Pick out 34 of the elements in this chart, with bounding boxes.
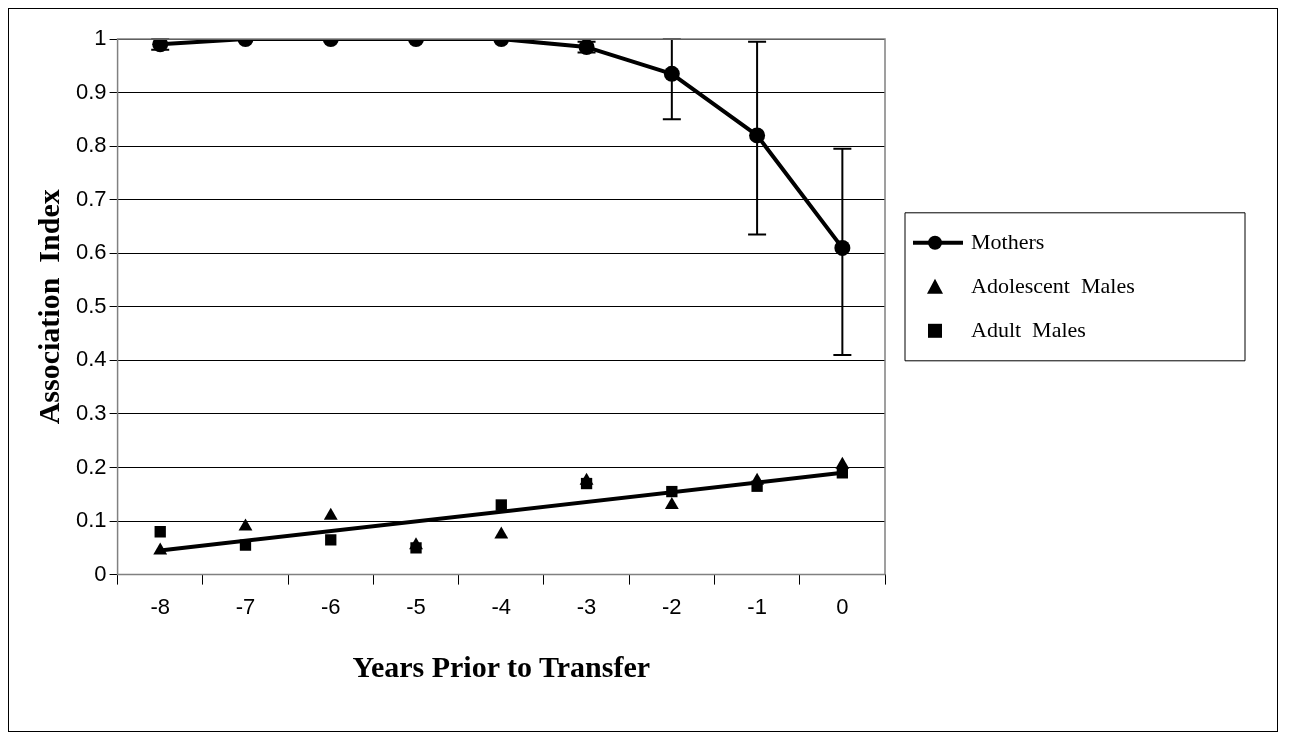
x-tick-label: 0 bbox=[836, 593, 849, 619]
y-tick-label: 1 bbox=[94, 25, 107, 51]
point bbox=[580, 477, 593, 490]
x-tick-label: -7 bbox=[235, 593, 256, 619]
point bbox=[325, 534, 337, 546]
y-tick-label: 0.3 bbox=[75, 399, 107, 425]
y-tick-label: 0.6 bbox=[75, 239, 107, 265]
point bbox=[410, 542, 422, 554]
legend-label: Mothers bbox=[971, 228, 1045, 254]
point bbox=[154, 526, 166, 538]
x-tick-label: -5 bbox=[406, 593, 426, 619]
x-tick-label: -2 bbox=[662, 593, 682, 619]
y-axis-title: Association Index bbox=[31, 189, 65, 425]
y-tick-label: 0.1 bbox=[75, 507, 107, 533]
y-tick-label: 0.7 bbox=[75, 185, 107, 211]
y-tick-label: 0.8 bbox=[75, 132, 107, 158]
point bbox=[494, 526, 509, 539]
x-tick-label: -6 bbox=[320, 593, 341, 619]
x-tick-label: -8 bbox=[150, 593, 170, 619]
y-tick-label: 0.4 bbox=[75, 346, 107, 372]
x-tick-label: -4 bbox=[491, 593, 512, 619]
y-tick-label: 0.2 bbox=[75, 453, 107, 479]
point bbox=[323, 507, 338, 520]
x-tick-label: -3 bbox=[576, 593, 597, 619]
point bbox=[495, 499, 507, 511]
y-tick-label: 0.9 bbox=[75, 78, 107, 104]
legend-label: Adolescent Males bbox=[971, 272, 1135, 298]
x-tick-label: -1 bbox=[747, 593, 767, 619]
legend-label: Adult Males bbox=[971, 316, 1086, 342]
point bbox=[664, 496, 679, 509]
y-tick-label: 0.5 bbox=[75, 292, 107, 318]
x-axis-title: Years Prior to Transfer bbox=[352, 649, 650, 683]
point bbox=[238, 518, 253, 531]
y-tick-label: 0 bbox=[94, 560, 107, 586]
